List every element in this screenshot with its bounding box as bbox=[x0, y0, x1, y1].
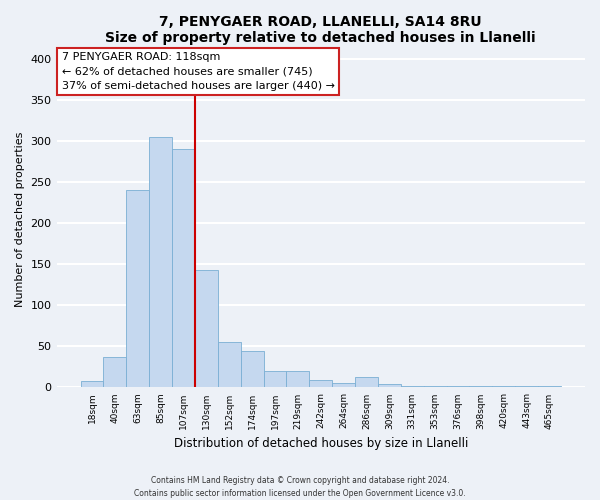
Bar bbox=[424, 386, 446, 388]
Bar bbox=[378, 384, 401, 388]
Bar bbox=[469, 386, 493, 388]
Text: 7 PENYGAER ROAD: 118sqm
← 62% of detached houses are smaller (745)
37% of semi-d: 7 PENYGAER ROAD: 118sqm ← 62% of detache… bbox=[62, 52, 335, 91]
Bar bbox=[538, 386, 561, 388]
Bar bbox=[241, 352, 263, 388]
Bar bbox=[127, 190, 149, 388]
Bar bbox=[263, 371, 286, 388]
Bar bbox=[515, 386, 538, 388]
Bar bbox=[401, 386, 424, 388]
Bar bbox=[310, 380, 332, 388]
X-axis label: Distribution of detached houses by size in Llanelli: Distribution of detached houses by size … bbox=[173, 437, 468, 450]
Title: 7, PENYGAER ROAD, LLANELLI, SA14 8RU
Size of property relative to detached house: 7, PENYGAER ROAD, LLANELLI, SA14 8RU Siz… bbox=[106, 15, 536, 45]
Bar bbox=[149, 137, 172, 388]
Bar bbox=[172, 149, 195, 388]
Bar bbox=[103, 357, 127, 388]
Bar bbox=[355, 376, 378, 388]
Bar bbox=[286, 371, 310, 388]
Bar bbox=[332, 384, 355, 388]
Bar bbox=[493, 386, 515, 388]
Text: Contains HM Land Registry data © Crown copyright and database right 2024.
Contai: Contains HM Land Registry data © Crown c… bbox=[134, 476, 466, 498]
Bar bbox=[446, 386, 469, 388]
Y-axis label: Number of detached properties: Number of detached properties bbox=[15, 132, 25, 306]
Bar bbox=[218, 342, 241, 388]
Bar bbox=[80, 381, 103, 388]
Bar bbox=[195, 270, 218, 388]
